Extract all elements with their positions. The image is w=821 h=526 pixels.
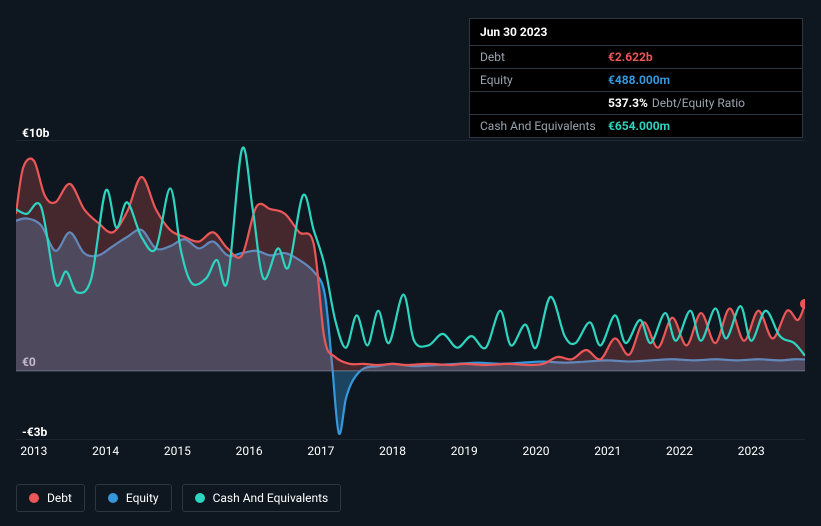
x-axis-tick: 2022	[666, 444, 693, 458]
legend-item-cash[interactable]: Cash And Equivalents	[182, 484, 342, 512]
tooltip-row: Cash And Equivalents €654.000m	[470, 115, 802, 137]
legend-label: Cash And Equivalents	[213, 491, 329, 505]
chart-plot-area[interactable]	[16, 140, 805, 440]
x-axis-tick: 2019	[451, 444, 478, 458]
legend-dot-icon	[108, 493, 118, 503]
tooltip-row: Equity €488.000m	[470, 69, 802, 92]
x-axis-tick: 2018	[379, 444, 406, 458]
tooltip-row: 537.3%Debt/Equity Ratio	[470, 92, 802, 115]
x-axis-tick: 2015	[164, 444, 191, 458]
x-axis: 2013 2014 2015 2016 2017 2018 2019 2020 2021 2022…	[16, 444, 805, 464]
tooltip-row-label: Debt	[480, 50, 608, 64]
legend-label: Equity	[126, 491, 159, 505]
legend-dot-icon	[29, 493, 39, 503]
chart-legend: Debt Equity Cash And Equivalents	[16, 484, 341, 512]
tooltip-row-value: €488.000m	[608, 73, 670, 87]
legend-item-equity[interactable]: Equity	[95, 484, 172, 512]
x-axis-tick: 2023	[738, 444, 765, 458]
tooltip-row-value: 537.3%Debt/Equity Ratio	[608, 96, 745, 110]
x-axis-tick: 2016	[236, 444, 263, 458]
legend-dot-icon	[195, 493, 205, 503]
tooltip-row-value: €654.000m	[608, 119, 670, 133]
x-axis-tick: 2017	[307, 444, 334, 458]
tooltip-date: Jun 30 2023	[470, 19, 802, 46]
y-axis-label: €10b	[22, 126, 49, 140]
x-axis-tick: 2020	[523, 444, 550, 458]
legend-item-debt[interactable]: Debt	[16, 484, 85, 512]
tooltip-row: Debt €2.622b	[470, 46, 802, 69]
x-axis-tick: 2014	[92, 444, 119, 458]
x-axis-tick: 2021	[594, 444, 621, 458]
legend-label: Debt	[47, 491, 72, 505]
tooltip-row-value: €2.622b	[608, 50, 653, 64]
chart-tooltip: Jun 30 2023 Debt €2.622b Equity €488.000…	[469, 18, 803, 138]
tooltip-row-label	[480, 96, 608, 110]
tooltip-row-label: Equity	[480, 73, 608, 87]
x-axis-tick: 2013	[20, 444, 47, 458]
tooltip-row-label: Cash And Equivalents	[480, 119, 608, 133]
